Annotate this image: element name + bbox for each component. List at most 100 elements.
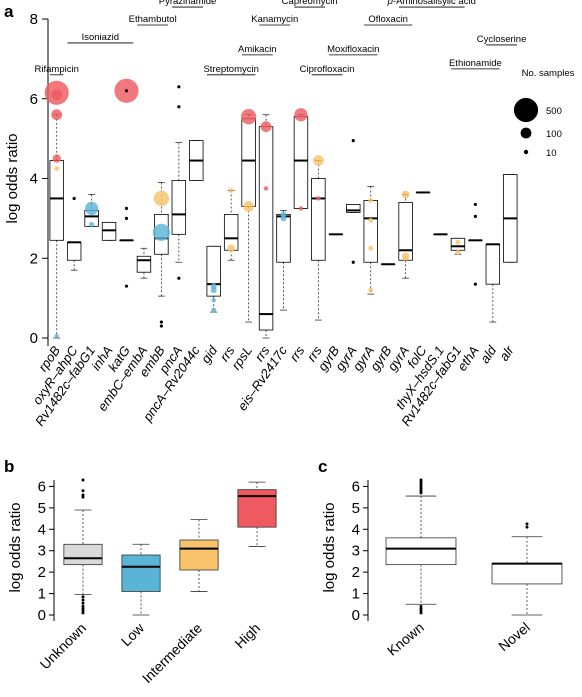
sample-bubble	[455, 239, 461, 245]
sample-bubble	[368, 198, 374, 203]
drug-label: Ciprofloxacin	[300, 64, 355, 75]
legend-size-label: 100	[546, 129, 562, 140]
sample-bubble	[211, 297, 216, 303]
x-tick-label: Intermediate	[139, 620, 205, 686]
sample-bubble	[298, 206, 304, 211]
sample-bubble	[240, 109, 257, 125]
sample-bubble	[368, 287, 374, 293]
outlier-point	[419, 480, 423, 484]
sample-bubble	[227, 244, 235, 253]
drug-label: Cycloserine	[477, 34, 527, 45]
drug-label: Pyrazinamide	[159, 0, 217, 7]
box-iqr	[179, 539, 219, 571]
sample-bubble	[84, 201, 99, 216]
box-iqr	[385, 537, 457, 566]
box-iqr	[241, 118, 256, 207]
drug-label: Streptomycin	[203, 64, 258, 75]
x-tick-label: Low	[118, 619, 148, 649]
outlier-point	[419, 607, 423, 611]
box-iqr	[171, 180, 187, 235]
outlier-point	[525, 522, 529, 526]
x-tick-label: Novel	[495, 619, 533, 654]
sample-bubble	[153, 190, 170, 207]
y-tick-label: 1	[38, 586, 46, 603]
outlier-point	[351, 260, 355, 264]
x-tick-label: Unknown	[37, 620, 90, 673]
panel-letter-c: c	[318, 457, 327, 476]
outlier-point	[81, 595, 85, 599]
outlier-point	[81, 607, 85, 611]
outlier-point	[124, 216, 129, 220]
drug-label: Moxifloxacin	[327, 44, 379, 55]
drug-label: Ethambutol	[129, 14, 177, 25]
outlier-point	[351, 139, 355, 143]
y-tick-label: 4	[38, 521, 46, 538]
sample-bubble	[51, 109, 63, 121]
sample-bubble	[211, 307, 217, 313]
outlier-point	[81, 609, 85, 613]
y-tick-label: 4	[352, 521, 360, 538]
y-axis-label: log odds ratio	[321, 502, 338, 592]
y-tick-label: 5	[352, 500, 360, 517]
y-tick-label: 3	[38, 543, 46, 560]
box-iqr	[63, 543, 103, 566]
legend-size-marker	[513, 97, 539, 123]
legend-title: No. samples	[522, 68, 575, 79]
y-tick-label: 2	[30, 250, 38, 267]
box-iqr	[311, 178, 326, 261]
sample-bubble	[51, 89, 63, 101]
outlier-point	[419, 609, 423, 613]
sample-bubble	[260, 121, 272, 133]
box-iqr	[363, 200, 378, 263]
x-tick-label: High	[231, 620, 263, 652]
outlier-point	[419, 489, 423, 493]
outlier-point	[419, 478, 423, 482]
sample-bubble	[401, 190, 410, 199]
outlier-point	[81, 478, 85, 482]
box-iqr	[121, 554, 161, 592]
outlier-point	[473, 214, 477, 218]
drug-label: p-Aminosalisylic acid	[387, 0, 476, 7]
sample-bubble	[455, 249, 461, 255]
outlier-point	[525, 525, 529, 529]
y-tick-label: 4	[30, 171, 38, 188]
outlier-point	[124, 206, 129, 211]
sample-bubble	[228, 188, 234, 193]
box-iqr	[258, 126, 274, 331]
sample-bubble	[54, 166, 60, 171]
box-iqr	[491, 563, 563, 585]
sample-bubble	[294, 108, 308, 122]
outlier-point	[419, 491, 423, 495]
outlier-point	[124, 284, 129, 288]
outlier-point	[72, 196, 76, 201]
y-tick-label: 6	[38, 478, 46, 495]
y-axis-label: log odds ratio	[7, 502, 24, 592]
y-tick-label: 8	[30, 11, 38, 28]
drug-label: Ofloxacin	[368, 14, 408, 25]
y-tick-label: 0	[352, 607, 360, 624]
y-tick-label: 0	[30, 330, 38, 347]
outlier-point	[419, 604, 423, 608]
panel-letter-a: a	[4, 2, 14, 21]
box-iqr	[293, 116, 309, 209]
y-tick-label: 2	[38, 564, 46, 581]
sample-bubble	[243, 201, 255, 212]
box-iqr	[49, 160, 64, 241]
y-tick-label: 2	[352, 564, 360, 581]
box-iqr	[66, 241, 82, 261]
box-iqr	[346, 204, 361, 213]
y-tick-label: 3	[352, 543, 360, 560]
y-tick-label: 5	[38, 500, 46, 517]
outlier-point	[159, 320, 163, 324]
drug-label: Ethionamide	[449, 58, 502, 69]
outlier-point	[159, 324, 163, 328]
sample-bubble	[210, 287, 217, 294]
outlier-point	[419, 482, 423, 486]
box-iqr	[276, 213, 291, 263]
outlier-point	[81, 611, 85, 615]
outlier-point	[81, 493, 85, 497]
legend-size-marker	[523, 149, 529, 155]
sample-bubble	[263, 186, 269, 191]
box-iqr	[398, 202, 413, 261]
